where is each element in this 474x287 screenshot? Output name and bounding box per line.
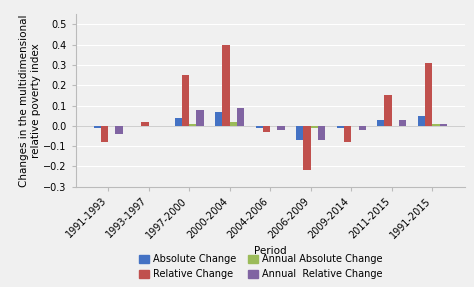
Bar [425, 63, 432, 126]
Bar [296, 126, 303, 140]
Bar [115, 126, 123, 134]
Bar [318, 126, 325, 140]
Bar [337, 126, 344, 128]
Bar [263, 126, 270, 132]
Bar [377, 120, 384, 126]
Bar [432, 124, 439, 126]
Bar [418, 116, 425, 126]
Bar [399, 120, 406, 126]
Bar [230, 122, 237, 126]
Bar [174, 118, 182, 126]
Y-axis label: Changes in the multidimensional
relative poverty index: Changes in the multidimensional relative… [19, 14, 41, 187]
Bar [358, 126, 366, 130]
Bar [255, 126, 263, 128]
Legend: Absolute Change, Relative Change, Annual Absolute Change, Annual  Relative Chang: Absolute Change, Relative Change, Annual… [137, 251, 385, 282]
Bar [303, 126, 310, 170]
Bar [196, 110, 204, 126]
Bar [189, 124, 196, 126]
Bar [344, 126, 351, 142]
Bar [182, 75, 189, 126]
Bar [215, 112, 222, 126]
X-axis label: Period: Period [254, 246, 286, 256]
Bar [310, 126, 318, 128]
Bar [439, 124, 447, 126]
Bar [93, 126, 101, 128]
Bar [101, 126, 108, 142]
Bar [237, 108, 244, 126]
Bar [222, 45, 230, 126]
Bar [384, 95, 392, 126]
Bar [277, 126, 285, 130]
Bar [141, 122, 149, 126]
